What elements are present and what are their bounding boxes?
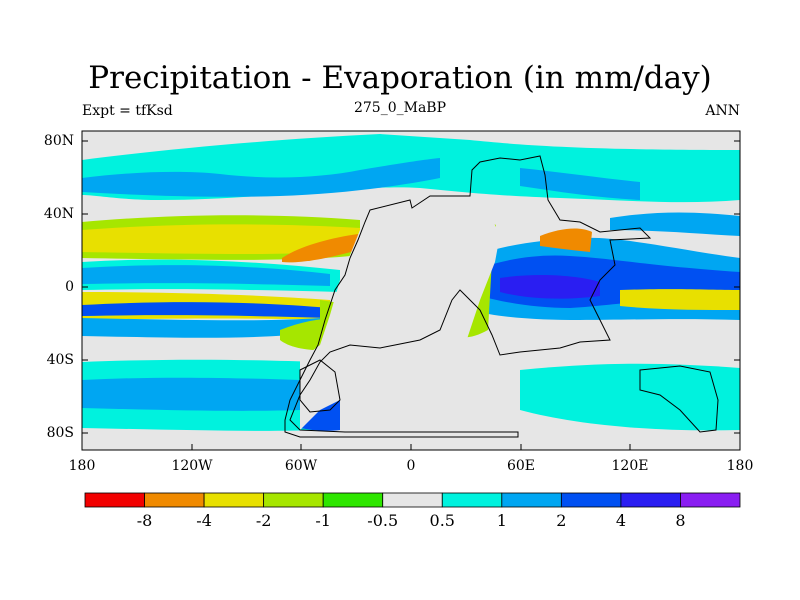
colorbar-label: 4 (601, 511, 641, 530)
colorbar-label: 1 (482, 511, 522, 530)
colorbar-label: -0.5 (363, 511, 403, 530)
experiment-label: Expt = tfKsd (82, 103, 173, 119)
y-tick-label: 0 (14, 279, 74, 295)
colorbar-swatch (383, 493, 443, 507)
colorbar-label: -1 (303, 511, 343, 530)
colorbar-label: -4 (184, 511, 224, 530)
chart-title: Precipitation - Evaporation (in mm/day) (0, 60, 800, 96)
y-tick-label: 80N (14, 133, 74, 149)
colorbar-label: -2 (244, 511, 284, 530)
colorbar-swatch (145, 493, 205, 507)
colorbar-swatch (264, 493, 324, 507)
colorbar-swatch (621, 493, 681, 507)
x-tick-label: 180 (710, 458, 770, 474)
colorbar (85, 493, 740, 507)
colorbar-label: 0.5 (422, 511, 462, 530)
pe-field (82, 131, 740, 450)
tethys-core (500, 275, 600, 299)
colorbar-swatch (442, 493, 502, 507)
colorbar-label: 2 (541, 511, 581, 530)
x-tick-label: 60W (271, 458, 331, 474)
east-subtrop-yellow (620, 289, 740, 310)
x-tick-label: 60E (491, 458, 551, 474)
period-label: ANN (705, 103, 740, 119)
colorbar-label: 8 (660, 511, 700, 530)
band-south-mid (82, 378, 300, 411)
y-tick-label: 80S (14, 425, 74, 441)
x-tick-label: 0 (381, 458, 441, 474)
colorbar-swatch (680, 493, 740, 507)
y-tick-label: 40N (14, 206, 74, 222)
x-tick-label: 120W (162, 458, 222, 474)
colorbar-swatch (502, 493, 562, 507)
y-tick-label: 40S (14, 352, 74, 368)
x-tick-label: 120E (600, 458, 660, 474)
colorbar-label: -8 (125, 511, 165, 530)
colorbar-swatch (85, 493, 145, 507)
colorbar-swatch (561, 493, 621, 507)
x-tick-label: 180 (52, 458, 112, 474)
colorbar-swatch (323, 493, 383, 507)
colorbar-swatch (204, 493, 264, 507)
